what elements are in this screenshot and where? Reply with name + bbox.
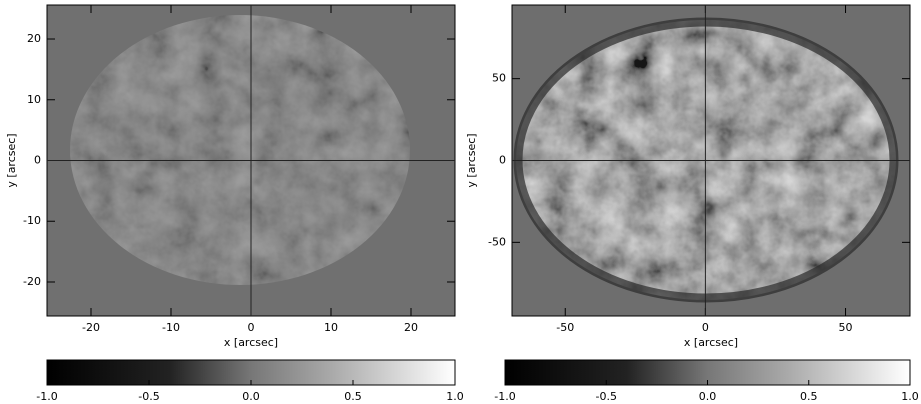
- x-axis-label: x [arcsec]: [684, 336, 738, 349]
- x-tick-label: 20: [404, 321, 418, 334]
- y-tick-label: 10: [27, 93, 41, 106]
- y-axis-label: y [arcsec]: [5, 133, 18, 187]
- y-tick-label: -20: [23, 275, 41, 288]
- x-tick-label: 0: [248, 321, 255, 334]
- colorbar-tick-label: 1.0: [901, 390, 919, 403]
- y-tick-label: 0: [34, 154, 41, 167]
- x-tick-label: 0: [702, 321, 709, 334]
- colorbar-tick-label: -1.0: [36, 390, 57, 403]
- x-tick-label: -20: [82, 321, 100, 334]
- y-axis-label: y [arcsec]: [465, 133, 478, 187]
- colorbar-tick-label: -0.5: [138, 390, 159, 403]
- y-tick-label: 20: [27, 32, 41, 45]
- colorbar-tick-label: 0.0: [699, 390, 717, 403]
- y-tick-label: -10: [23, 214, 41, 227]
- x-tick-label: -10: [162, 321, 180, 334]
- colorbar-tick-label: 0.5: [800, 390, 818, 403]
- x-axis-label: x [arcsec]: [224, 336, 278, 349]
- colorbar-tick-label: -0.5: [596, 390, 617, 403]
- y-tick-label: 50: [492, 72, 506, 85]
- colorbar-tick-label: 1.0: [446, 390, 464, 403]
- y-tick-label: -50: [488, 235, 506, 248]
- x-tick-label: 10: [324, 321, 338, 334]
- x-tick-label: 50: [839, 321, 853, 334]
- colorbar-tick-label: 0.5: [344, 390, 362, 403]
- x-tick-label: -50: [556, 321, 574, 334]
- colorbar-tick-label: -1.0: [494, 390, 515, 403]
- colorbar-tick-label: 0.0: [242, 390, 260, 403]
- y-tick-label: 0: [499, 154, 506, 167]
